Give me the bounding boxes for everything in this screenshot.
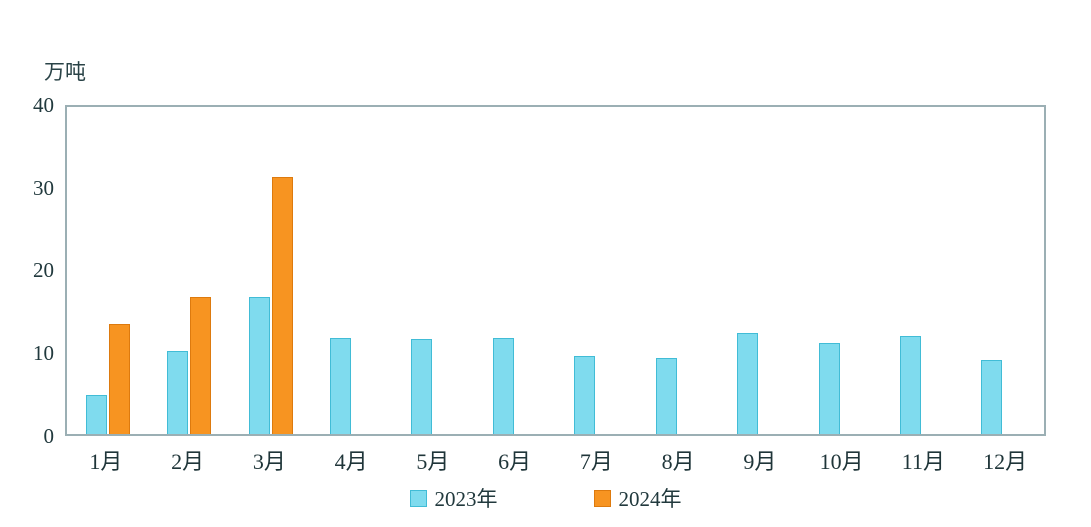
bar-group <box>963 107 1044 434</box>
bar-group <box>148 107 229 434</box>
bar-2023年-4月 <box>329 337 351 434</box>
x-tick-label: 12月 <box>983 449 1028 474</box>
bar-2023年-9月 <box>737 332 759 434</box>
legend-item-2024: 2024年 <box>593 483 682 513</box>
legend-label-2024: 2024年 <box>618 487 682 511</box>
y-tick-label: 0 <box>43 424 55 448</box>
legend: 2023年 2024年 <box>0 483 1091 513</box>
bar-2023年-5月 <box>411 339 433 434</box>
legend-swatch-2024-icon <box>593 489 611 507</box>
bar-2023年-6月 <box>492 337 514 434</box>
x-tick-label: 6月 <box>498 449 532 474</box>
bar-2023年-10月 <box>818 343 840 434</box>
bar-2023年-12月 <box>981 359 1003 434</box>
bar-group <box>881 107 962 434</box>
x-axis-labels: 1月 2月 3月 4月 5月 6月 7月 8月 9月 10月 11月 12月 <box>65 444 1046 476</box>
x-tick-label: 4月 <box>334 449 368 474</box>
bar-group <box>393 107 474 434</box>
plot-area <box>65 105 1046 436</box>
x-tick-label: 11月 <box>901 449 945 474</box>
bar-2023年-2月 <box>167 351 189 434</box>
bar-group <box>230 107 311 434</box>
x-tick-label: 10月 <box>819 449 864 474</box>
y-axis-unit-label: 万吨 <box>44 60 86 84</box>
y-tick-label: 30 <box>33 176 54 200</box>
x-tick-label: 9月 <box>743 449 777 474</box>
bar-group <box>311 107 392 434</box>
y-tick-label: 40 <box>33 93 54 117</box>
legend-label-2023: 2023年 <box>434 487 498 511</box>
bar-groups <box>67 107 1044 434</box>
y-tick-label: 20 <box>33 258 54 282</box>
y-tick-label: 10 <box>33 341 54 365</box>
bar-2024年-2月 <box>190 296 212 434</box>
x-tick-label: 8月 <box>661 449 695 474</box>
bar-group <box>474 107 555 434</box>
bar-2023年-3月 <box>248 297 270 434</box>
bar-2023年-1月 <box>85 394 107 434</box>
legend-swatch-2023-icon <box>409 489 427 507</box>
bar-2024年-3月 <box>271 176 293 434</box>
bar-2023年-8月 <box>655 357 677 434</box>
bar-group <box>718 107 799 434</box>
x-tick-label: 3月 <box>252 449 286 474</box>
bar-group <box>637 107 718 434</box>
bar-group <box>800 107 881 434</box>
bar-2024年-1月 <box>108 323 130 434</box>
x-tick-label: 2月 <box>171 449 205 474</box>
legend-item-2023: 2023年 <box>409 483 498 513</box>
x-tick-label: 7月 <box>579 449 613 474</box>
x-tick-label: 1月 <box>89 449 123 474</box>
bar-group <box>67 107 148 434</box>
bar-2023年-11月 <box>899 335 921 434</box>
bar-2023年-7月 <box>574 356 596 434</box>
x-tick-label: 5月 <box>416 449 450 474</box>
bar-group <box>556 107 637 434</box>
